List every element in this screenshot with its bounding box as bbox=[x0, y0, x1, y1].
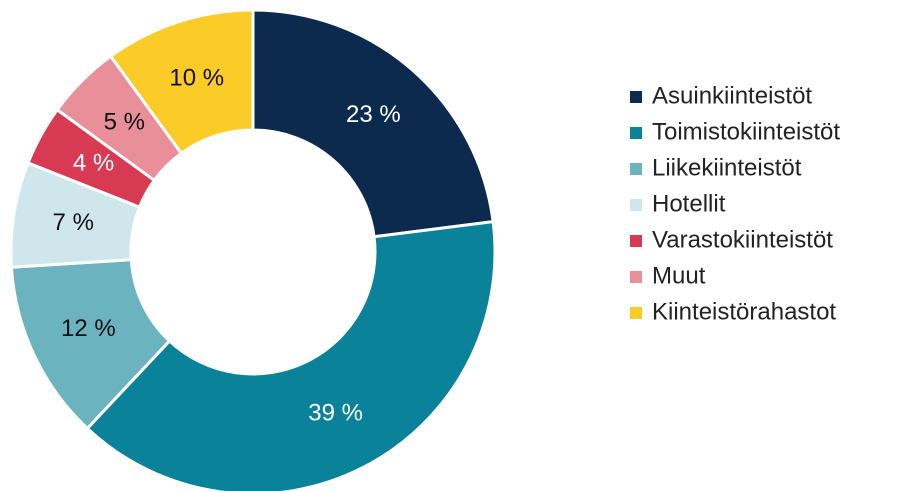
donut-slice bbox=[9, 258, 172, 431]
donut-slice bbox=[251, 8, 495, 239]
legend-label: Varastokiinteistöt bbox=[652, 226, 833, 253]
legend-label: Hotellit bbox=[652, 190, 726, 217]
data-label: 39 % bbox=[308, 400, 363, 427]
legend-swatch bbox=[630, 235, 642, 247]
legend-label: Asuinkiinteistöt bbox=[652, 82, 812, 109]
legend-swatch bbox=[630, 163, 642, 175]
legend-swatch bbox=[630, 127, 642, 139]
legend-label: Liikekiinteistöt bbox=[652, 154, 802, 181]
data-label: 5 % bbox=[104, 109, 145, 136]
legend-swatch bbox=[630, 91, 642, 103]
legend-label: Toimistokiinteistöt bbox=[652, 118, 840, 145]
data-label: 23 % bbox=[346, 101, 401, 128]
legend-swatch bbox=[630, 271, 642, 283]
data-label: 12 % bbox=[61, 315, 116, 342]
legend-label: Muut bbox=[652, 262, 706, 289]
donut-slice bbox=[85, 219, 497, 491]
data-label: 7 % bbox=[53, 209, 94, 236]
data-label: 4 % bbox=[73, 150, 114, 177]
donut-slice bbox=[108, 8, 255, 156]
legend-label: Kiinteistörahastot bbox=[652, 298, 836, 325]
legend-swatch bbox=[630, 307, 642, 319]
data-label: 10 % bbox=[169, 64, 224, 91]
legend-swatch bbox=[630, 199, 642, 211]
